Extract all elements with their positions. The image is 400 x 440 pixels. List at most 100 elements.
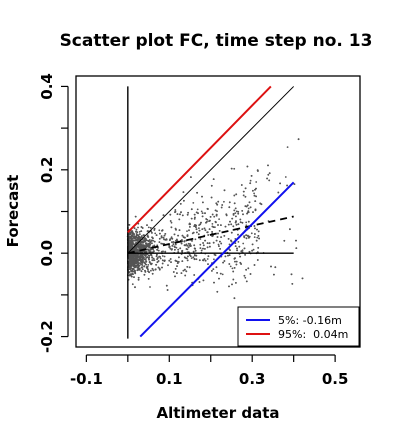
scatter-point [129, 263, 132, 266]
scatter-point [237, 241, 240, 243]
scatter-point [245, 268, 248, 271]
scatter-point [141, 259, 144, 262]
scatter-point [140, 259, 143, 262]
scatter-point [128, 224, 131, 226]
scatter-point [144, 271, 147, 273]
p5-line [139, 181, 295, 338]
scatter-point [150, 262, 153, 265]
scatter-point [210, 184, 213, 187]
scatter-point [131, 235, 134, 237]
y-tick-label: 0.0 [38, 240, 56, 267]
scatter-point [143, 273, 146, 276]
scatter-point [181, 239, 183, 241]
scatter-point [146, 265, 149, 268]
scatter-point [235, 263, 238, 266]
scatter-point [211, 213, 214, 216]
x-tick-label: -0.1 [70, 370, 103, 388]
scatter-point [206, 207, 209, 210]
scatter-point [266, 177, 268, 180]
scatter-point [218, 245, 220, 248]
scatter-point [228, 201, 231, 204]
scatter-point [132, 273, 134, 275]
scatter-point [193, 218, 196, 220]
scatter-point [240, 250, 243, 253]
scatter-point [193, 254, 196, 257]
scatter-point [217, 200, 220, 203]
scatter-point [209, 245, 211, 248]
scatter-point [235, 215, 237, 218]
scatter-point [167, 264, 169, 267]
scatter-point [176, 262, 179, 264]
scatter-point [252, 248, 255, 251]
scatter-point [283, 239, 286, 242]
scatter-point [190, 257, 193, 259]
scatter-point [186, 244, 189, 247]
scatter-point [148, 239, 151, 241]
scatter-point [140, 241, 143, 244]
scatter-point [161, 229, 163, 232]
scatter-point [215, 213, 218, 216]
scatter-point [229, 265, 232, 268]
scatter-point [152, 257, 155, 260]
scatter-point [139, 262, 142, 264]
scatter-point [186, 259, 189, 262]
scatter-point [171, 245, 174, 247]
scatter-point [160, 242, 163, 245]
scatter-point [248, 201, 251, 204]
scatter-point [251, 249, 254, 252]
scatter-point [199, 238, 202, 240]
scatter-point [204, 259, 207, 262]
scatter-point [244, 254, 247, 256]
scatter-point [128, 274, 131, 277]
scatter-point [135, 253, 138, 256]
scatter-point [197, 212, 199, 215]
scatter-point [198, 227, 200, 230]
scatter-point [189, 245, 192, 248]
scatter-point [232, 225, 235, 228]
scatter-point [201, 195, 203, 198]
scatter-point [148, 250, 151, 253]
scatter-point [301, 277, 304, 280]
identity-line [127, 86, 295, 254]
scatter-point [192, 202, 195, 204]
scatter-point [128, 244, 131, 247]
scatter-point [244, 195, 247, 198]
scatter-point [256, 236, 259, 239]
scatter-point [173, 233, 176, 236]
scatter-point [131, 283, 134, 286]
scatter-point [209, 219, 211, 222]
scatter-point [192, 231, 195, 234]
scatter-point [130, 275, 133, 278]
scatter-point [242, 194, 245, 197]
scatter-point [193, 244, 196, 247]
scatter-point [188, 229, 190, 232]
scatter-point [189, 226, 191, 228]
scatter-point [233, 297, 236, 300]
scatter-point [193, 274, 196, 276]
x-axis: -0.1 0.1 0.3 0.5 [70, 354, 348, 388]
scatter-point [157, 260, 160, 262]
scatter-point [202, 201, 204, 204]
scatter-point [146, 248, 149, 251]
scatter-point [172, 241, 175, 243]
scatter-point [211, 223, 214, 225]
scatter-point [195, 254, 198, 257]
scatter-point [146, 230, 149, 233]
scatter-point [147, 264, 150, 266]
scatter-point [203, 227, 206, 230]
scatter-point [221, 204, 224, 206]
scatter-point [140, 230, 143, 233]
scatter-point [207, 234, 210, 236]
scatter-point [169, 213, 172, 216]
scatter-point [237, 212, 240, 215]
scatter-point [204, 229, 207, 232]
scatter-point [235, 282, 237, 284]
scatter-point [245, 221, 248, 224]
scatter-point [244, 276, 247, 279]
scatter-point [202, 244, 205, 247]
scatter-point [193, 258, 196, 261]
scatter-point [215, 239, 218, 242]
scatter-point [211, 270, 213, 272]
scatter-point [184, 244, 187, 247]
